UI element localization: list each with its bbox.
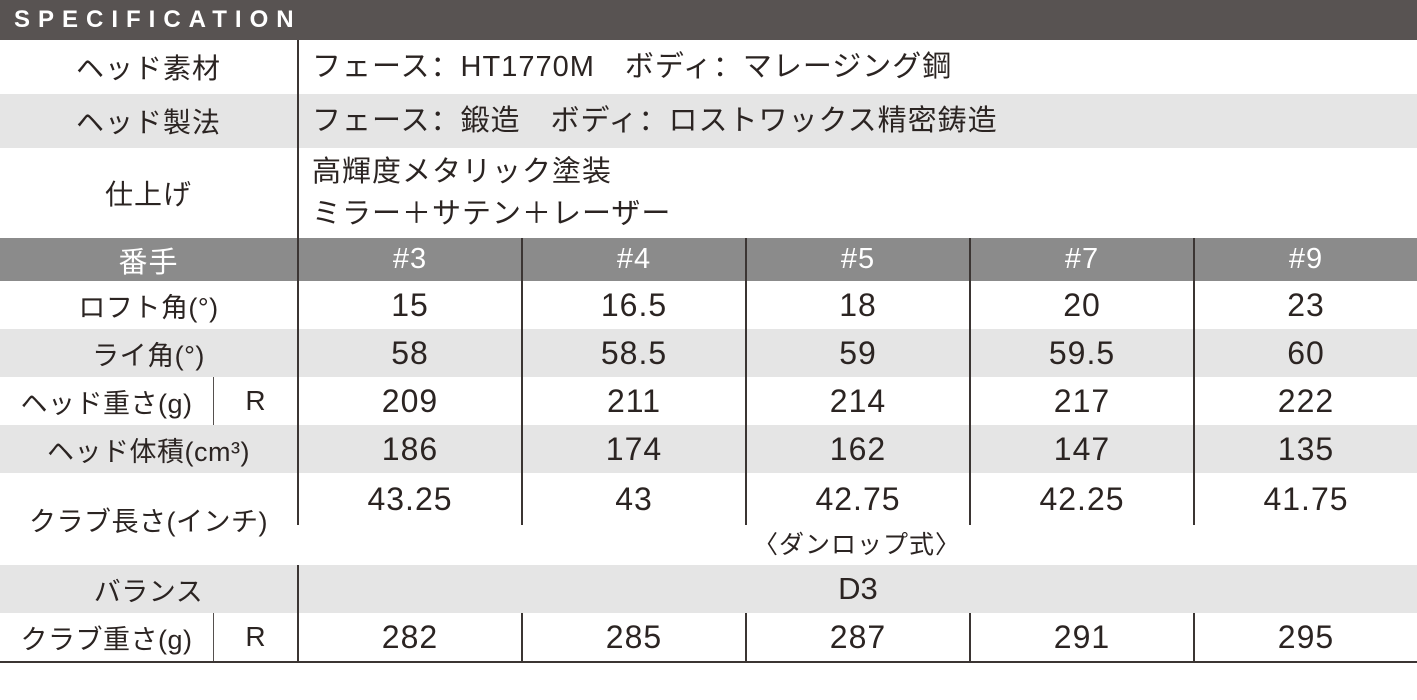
data-cell: 41.75 <box>1193 473 1417 525</box>
club-length-values: 43.25 43 42.75 42.25 41.75 <box>297 473 1417 525</box>
info-value-line: フェース：HT1770M ボディ：マレージング鋼 <box>312 50 953 83</box>
table-row-loft-angle: ロフト角(°) 15 16.5 18 20 23 <box>0 281 1417 329</box>
header-cell-club-number: 番手 <box>118 246 179 279</box>
header-cell: #9 <box>1193 238 1417 281</box>
data-cell: 16.5 <box>521 281 745 329</box>
row-label-head-weight: ヘッド重さ(g) <box>20 388 193 419</box>
header-cell: #4 <box>521 238 745 281</box>
data-cell: 285 <box>521 613 745 661</box>
table-row-club-length: クラブ長さ(インチ) 43.25 43 42.75 42.25 41.75 〈ダ… <box>0 473 1417 565</box>
row-label-balance: バランス <box>93 576 204 607</box>
table-row-head-volume: ヘッド体積(cm³) 186 174 162 147 135 <box>0 425 1417 473</box>
data-cell: 282 <box>297 613 521 661</box>
row-label-loft-angle: ロフト角(°) <box>78 292 219 323</box>
data-cell: 42.25 <box>969 473 1193 525</box>
data-cell: 43.25 <box>297 473 521 525</box>
data-cell: 174 <box>521 425 745 473</box>
data-cell: 20 <box>969 281 1193 329</box>
header-cell: #3 <box>297 238 521 281</box>
data-cell: 58.5 <box>521 329 745 377</box>
data-cell: 147 <box>969 425 1193 473</box>
club-length-note: 〈ダンロップ式〉 <box>752 531 961 559</box>
info-row-head-material: ヘッド素材 フェース：HT1770M ボディ：マレージング鋼 <box>0 40 1417 94</box>
data-cell: 217 <box>969 377 1193 425</box>
data-cell: 58 <box>297 329 521 377</box>
data-cell: 135 <box>1193 425 1417 473</box>
table-row-balance: バランス D3 <box>0 565 1417 613</box>
info-label-head-construction: ヘッド製法 <box>75 107 221 138</box>
data-cell: 162 <box>745 425 969 473</box>
info-value-line: フェース：鍛造 ボディ：ロストワックス精密鋳造 <box>312 104 998 137</box>
info-value-finish: 高輝度メタリック塗装 ミラー＋サテン＋レーザー <box>297 148 1417 238</box>
data-cell: 295 <box>1193 613 1417 661</box>
info-row-finish: 仕上げ 高輝度メタリック塗装 ミラー＋サテン＋レーザー <box>0 148 1417 238</box>
info-label-head-material: ヘッド素材 <box>75 53 221 84</box>
data-cell: 59 <box>745 329 969 377</box>
specification-title: SPECIFICATION <box>14 6 302 33</box>
data-cell: 43 <box>521 473 745 525</box>
table-row-club-weight: クラブ重さ(g) R 282 285 287 291 295 <box>0 613 1417 661</box>
header-cell: #7 <box>969 238 1193 281</box>
data-cell: 23 <box>1193 281 1417 329</box>
info-value-head-material: フェース：HT1770M ボディ：マレージング鋼 <box>297 40 1417 94</box>
data-cell: 18 <box>745 281 969 329</box>
club-length-value-area: 43.25 43 42.75 42.25 41.75 〈ダンロップ式〉 <box>297 473 1417 565</box>
data-cell: 287 <box>745 613 969 661</box>
table-row-head-weight: ヘッド重さ(g) R 209 211 214 217 222 <box>0 377 1417 425</box>
data-cell: 291 <box>969 613 1193 661</box>
data-cell: 186 <box>297 425 521 473</box>
data-cell: 59.5 <box>969 329 1193 377</box>
data-cell: 15 <box>297 281 521 329</box>
data-cell: 209 <box>297 377 521 425</box>
data-cell: 42.75 <box>745 473 969 525</box>
info-value-line: ミラー＋サテン＋レーザー <box>312 198 672 230</box>
row-label-head-volume: ヘッド体積(cm³) <box>47 436 250 467</box>
row-sublabel-flex-r: R <box>213 377 297 425</box>
info-value-head-construction: フェース：鍛造 ボディ：ロストワックス精密鋳造 <box>297 94 1417 148</box>
row-sublabel-flex-r: R <box>213 613 297 661</box>
balance-merged-value: D3 <box>297 565 1417 613</box>
data-cell: 60 <box>1193 329 1417 377</box>
data-cell: 222 <box>1193 377 1417 425</box>
row-label-lie-angle: ライ角(°) <box>92 340 205 371</box>
info-value-line: 高輝度メタリック塗装 <box>312 155 613 188</box>
table-bottom-border <box>0 661 1417 663</box>
data-cell: 214 <box>745 377 969 425</box>
row-label-club-length: クラブ長さ(インチ) <box>29 506 268 537</box>
table-row-lie-angle: ライ角(°) 58 58.5 59 59.5 60 <box>0 329 1417 377</box>
specification-header-bar: SPECIFICATION <box>0 0 1417 40</box>
info-row-head-construction: ヘッド製法 フェース：鍛造 ボディ：ロストワックス精密鋳造 <box>0 94 1417 148</box>
header-cell: #5 <box>745 238 969 281</box>
info-label-finish: 仕上げ <box>104 179 192 210</box>
row-label-club-weight: クラブ重さ(g) <box>20 624 193 655</box>
spec-table-header-row: 番手 #3 #4 #5 #7 #9 <box>0 238 1417 281</box>
data-cell: 211 <box>521 377 745 425</box>
